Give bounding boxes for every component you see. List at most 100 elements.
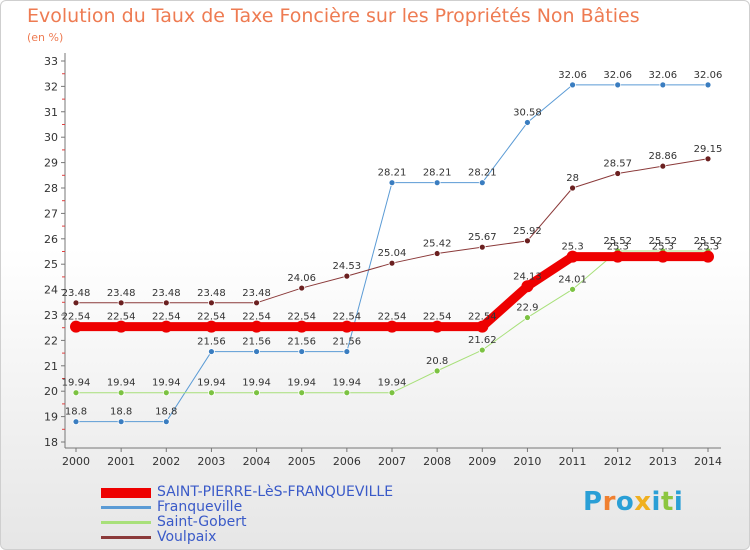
data-label: 28.21 [468,168,497,179]
legend-label: Saint-Gobert [157,514,247,530]
data-label: 28 [566,173,579,184]
data-point [208,348,215,355]
data-label: 32.06 [649,70,678,81]
data-point [569,184,576,192]
data-label: 19.94 [242,378,271,389]
series-saint-pierre-l-s-franqueville [70,250,714,333]
y-tick-label: 31 [44,106,58,119]
y-tick-label: 32 [44,80,58,93]
logo-letter: P [583,487,603,517]
data-label: 21.56 [333,337,362,348]
data-label: 22.54 [333,312,362,323]
data-label: 19.94 [378,378,407,389]
data-point [117,418,125,426]
data-point [388,179,396,187]
x-tick-label: 2005 [288,455,316,468]
legend-label: Voulpaix [157,529,217,545]
data-label: 22.54 [468,312,497,323]
x-tick-label: 2012 [604,455,632,468]
y-tick-label: 27 [44,207,58,220]
data-point [72,418,80,426]
data-point [702,250,714,263]
data-label: 18.8 [110,407,132,418]
legend-swatch [101,521,151,524]
logo-letter: t [660,487,674,517]
data-point [524,237,531,245]
x-tick-label: 2008 [423,455,451,468]
data-label: 25.42 [423,239,452,250]
legend-label: SAINT-PIERRE-LèS-FRANQUEVILLE [157,484,394,500]
data-label: 22.54 [423,312,452,323]
data-point [72,389,80,397]
data-point [431,320,444,333]
x-tick-label: 2010 [513,455,541,468]
proxiti-logo: Proxiti [583,487,683,517]
series-franqueville [72,81,712,426]
data-point [388,389,396,397]
data-label: 25.3 [561,242,583,253]
data-point [659,162,667,170]
data-point [478,243,486,251]
data-point [704,155,712,163]
data-label: 21.56 [287,337,316,348]
data-label: 19.94 [333,378,362,389]
data-point [433,367,441,375]
data-label: 19.94 [107,378,136,389]
data-label: 24.01 [558,274,587,285]
legend-swatch [101,488,151,498]
y-tick-label: 30 [44,131,58,144]
data-point [162,418,170,426]
data-label: 22.54 [197,312,226,323]
y-tick-label: 18 [44,436,58,449]
data-label: 29.15 [694,144,723,155]
legend-label: Franqueville [157,499,243,515]
data-label: 22.54 [378,312,407,323]
data-point [388,259,396,267]
data-label: 24.06 [287,273,316,284]
data-label: 22.54 [62,312,91,323]
data-label: 21.62 [468,335,497,346]
logo-letter: i [651,487,661,517]
data-label: 24.53 [333,261,362,272]
data-point [656,250,669,263]
data-label: 25.3 [607,242,629,253]
y-tick-label: 25 [44,258,58,271]
data-point [117,299,125,307]
x-tick-label: 2009 [468,455,496,468]
data-label: 21.56 [242,337,271,348]
data-point [478,346,486,354]
data-label: 28.57 [603,159,632,170]
data-label: 18.8 [65,407,87,418]
data-label: 28.21 [378,168,407,179]
y-axis-unit-label: (en %) [27,31,64,44]
x-tick-label: 2014 [694,455,722,468]
series-voulpaix [72,155,712,307]
data-label: 32.06 [603,70,632,81]
data-label: 19.94 [62,378,91,389]
data-label: 25.52 [603,236,632,247]
logo-letter: i [673,487,684,517]
data-point [521,280,534,293]
data-point [72,299,80,307]
data-point [433,250,441,257]
data-label: 32.06 [694,70,723,81]
data-label: 25.67 [468,232,497,243]
data-label: 23.48 [107,288,136,299]
data-point [208,299,215,307]
data-label: 22.9 [516,303,538,314]
x-tick-label: 2011 [559,455,587,468]
data-point [524,314,531,321]
data-point [208,389,215,397]
logo-letter: r [602,487,616,517]
y-tick-label: 23 [44,309,58,322]
data-point [117,389,125,397]
data-point [162,389,170,397]
data-label: 32.06 [558,70,587,81]
x-tick-label: 2006 [333,455,361,468]
data-label: 23.48 [197,288,226,299]
legend-swatch [101,506,151,509]
data-label: 19.94 [287,378,316,389]
y-tick-label: 22 [44,334,58,347]
data-point [343,389,351,397]
